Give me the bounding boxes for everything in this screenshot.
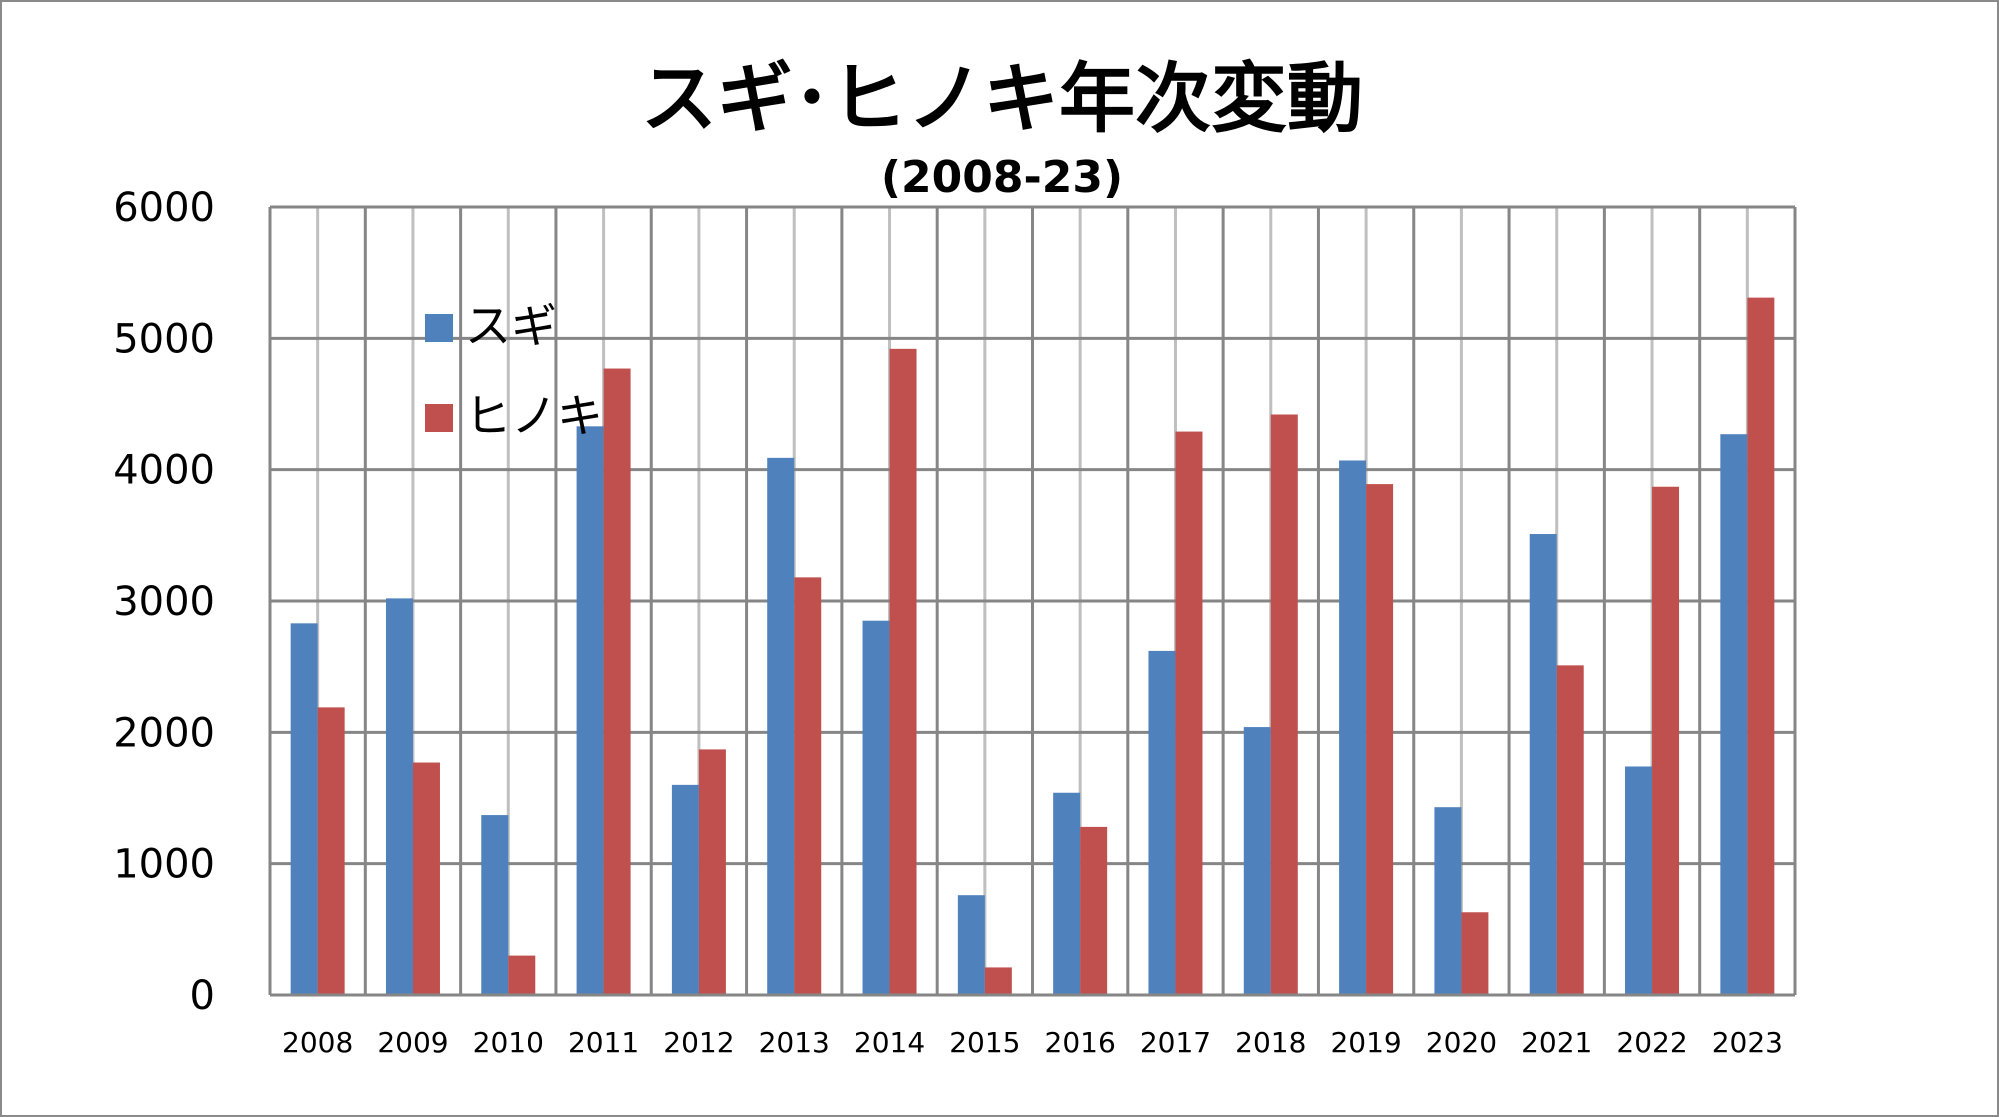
bar-hinoki	[984, 967, 1012, 995]
bar-hinoki	[1556, 665, 1584, 995]
bar-hinoki	[1080, 826, 1108, 995]
x-tick-label: 2023	[1712, 1026, 1783, 1059]
bar-sugi	[671, 784, 699, 995]
y-tick-label: 1000	[113, 842, 215, 888]
bar-hinoki	[1652, 486, 1680, 995]
x-tick-label: 2022	[1616, 1026, 1687, 1059]
bar-hinoki	[1175, 431, 1203, 996]
x-tick-label: 2021	[1521, 1026, 1592, 1059]
bar-sugi	[385, 598, 413, 995]
x-tick-label: 2015	[949, 1026, 1020, 1059]
y-tick-label: 4000	[113, 448, 215, 494]
bar-hinoki	[412, 762, 440, 995]
bar-sugi	[1529, 534, 1557, 995]
x-tick-label: 2013	[759, 1026, 830, 1059]
bar-hinoki	[698, 749, 726, 995]
legend: スギ ヒノキ	[425, 299, 603, 443]
x-tick-label: 2020	[1426, 1026, 1497, 1059]
chart-title: スギ･ヒノキ年次変動	[641, 54, 1363, 143]
bar-sugi	[290, 623, 318, 995]
bar-hinoki	[508, 955, 536, 995]
chart-subtitle: (2008-23)	[881, 152, 1123, 203]
bar-hinoki	[1461, 912, 1489, 995]
bar-sugi	[1625, 766, 1653, 995]
x-tick-label: 2017	[1140, 1026, 1211, 1059]
y-axis-ticks: 0 1000 2000 3000 4000 5000 6000	[113, 185, 215, 1019]
x-tick-label: 2016	[1045, 1026, 1116, 1059]
bar-sugi	[481, 815, 509, 995]
bar-hinoki	[1366, 484, 1394, 995]
bar-sugi	[767, 457, 795, 995]
axes	[268, 207, 1795, 997]
bars	[290, 297, 1775, 996]
x-tick-label: 2014	[854, 1026, 925, 1059]
legend-swatch-hinoki	[425, 404, 453, 432]
bar-sugi	[957, 895, 985, 995]
y-tick-label: 5000	[113, 316, 215, 362]
x-tick-label: 2019	[1330, 1026, 1401, 1059]
bar-hinoki	[889, 348, 917, 996]
bar-hinoki	[1270, 414, 1298, 995]
x-tick-label: 2012	[663, 1026, 734, 1059]
bar-sugi	[1434, 807, 1462, 995]
bar-sugi	[1053, 792, 1081, 995]
legend-swatch-sugi	[425, 314, 453, 342]
bar-hinoki	[794, 577, 822, 995]
bar-hinoki	[603, 368, 631, 995]
x-tick-label: 2011	[568, 1026, 639, 1059]
legend-label-sugi: スギ	[465, 299, 557, 353]
bar-sugi	[576, 426, 604, 995]
x-tick-label: 2010	[473, 1026, 544, 1059]
bar-sugi	[1243, 727, 1271, 995]
bar-sugi	[1720, 434, 1748, 995]
bar-sugi	[1148, 650, 1176, 995]
bar-sugi	[862, 620, 890, 995]
y-tick-label: 0	[190, 973, 215, 1019]
legend-label-hinoki: ヒノキ	[465, 389, 603, 443]
x-tick-label: 2008	[282, 1026, 353, 1059]
bar-hinoki	[317, 707, 345, 995]
bar-hinoki	[1747, 297, 1775, 995]
x-tick-label: 2018	[1235, 1026, 1306, 1059]
y-tick-label: 3000	[113, 579, 215, 625]
y-tick-label: 2000	[113, 710, 215, 756]
x-tick-label: 2009	[377, 1026, 448, 1059]
y-tick-label: 6000	[113, 185, 215, 231]
bar-sugi	[1339, 460, 1367, 995]
x-axis-ticks: 2008 2009 2010 2011 2012 2013 2014 2015 2016 2017…	[282, 1026, 1783, 1059]
